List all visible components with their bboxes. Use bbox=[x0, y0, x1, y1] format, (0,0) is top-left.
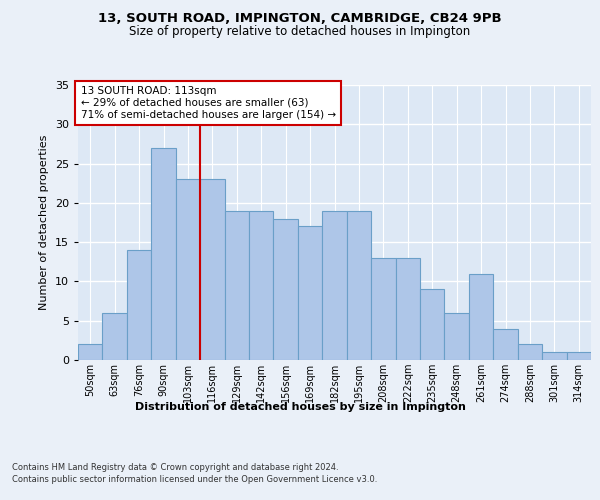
Bar bbox=[395, 258, 420, 360]
Bar bbox=[420, 290, 445, 360]
Y-axis label: Number of detached properties: Number of detached properties bbox=[39, 135, 49, 310]
Bar bbox=[151, 148, 176, 360]
Bar bbox=[200, 180, 224, 360]
Bar bbox=[103, 313, 127, 360]
Text: Distribution of detached houses by size in Impington: Distribution of detached houses by size … bbox=[134, 402, 466, 412]
Bar bbox=[298, 226, 322, 360]
Text: Contains HM Land Registry data © Crown copyright and database right 2024.: Contains HM Land Registry data © Crown c… bbox=[12, 462, 338, 471]
Bar bbox=[566, 352, 591, 360]
Bar bbox=[78, 344, 103, 360]
Bar bbox=[542, 352, 566, 360]
Bar bbox=[493, 328, 518, 360]
Text: 13, SOUTH ROAD, IMPINGTON, CAMBRIDGE, CB24 9PB: 13, SOUTH ROAD, IMPINGTON, CAMBRIDGE, CB… bbox=[98, 12, 502, 26]
Text: Size of property relative to detached houses in Impington: Size of property relative to detached ho… bbox=[130, 25, 470, 38]
Bar bbox=[371, 258, 395, 360]
Bar bbox=[445, 313, 469, 360]
Bar bbox=[518, 344, 542, 360]
Text: 13 SOUTH ROAD: 113sqm
← 29% of detached houses are smaller (63)
71% of semi-deta: 13 SOUTH ROAD: 113sqm ← 29% of detached … bbox=[80, 86, 335, 120]
Bar bbox=[274, 218, 298, 360]
Bar bbox=[249, 210, 274, 360]
Bar bbox=[176, 180, 200, 360]
Text: Contains public sector information licensed under the Open Government Licence v3: Contains public sector information licen… bbox=[12, 475, 377, 484]
Bar bbox=[127, 250, 151, 360]
Bar bbox=[347, 210, 371, 360]
Bar bbox=[322, 210, 347, 360]
Bar bbox=[224, 210, 249, 360]
Bar bbox=[469, 274, 493, 360]
